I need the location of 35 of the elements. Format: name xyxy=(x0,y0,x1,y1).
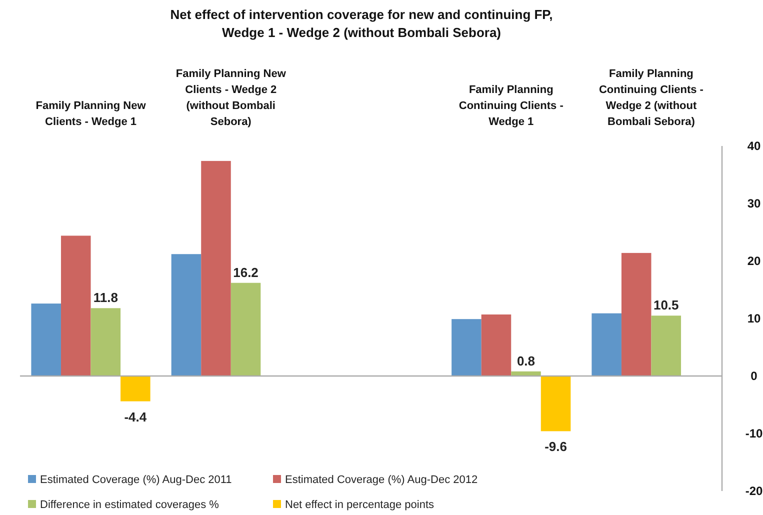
bar xyxy=(90,308,121,376)
legend-label: Net effect in percentage points xyxy=(285,499,435,511)
y-tick-label: 10 xyxy=(747,312,761,326)
bar xyxy=(230,282,261,376)
y-tick-label: -20 xyxy=(745,484,763,498)
bar xyxy=(592,313,622,376)
y-tick-label: 20 xyxy=(747,254,761,268)
bar xyxy=(540,376,571,432)
bar xyxy=(452,319,482,376)
chart-title: Net effect of intervention coverage for new and continuing FP, Wedge 1 - Wedge 2 (without Bombali Sebora) xyxy=(170,7,553,40)
y-tick-label: 30 xyxy=(747,196,761,210)
bar xyxy=(171,254,202,376)
x-tick-label: Family Planning Continuing Clients - Wedge 1 xyxy=(458,84,564,128)
data-label: 11.8 xyxy=(93,290,118,306)
data-label: -9.6 xyxy=(544,439,567,454)
y-tick-label: 0 xyxy=(750,369,758,383)
bar xyxy=(120,376,150,402)
bar xyxy=(621,252,652,376)
legend-label: Difference in estimated coverages % xyxy=(40,499,220,511)
bar xyxy=(201,160,231,376)
bar xyxy=(60,236,91,376)
x-tick-label: Family Planning New Clients - Wedge 2 (without Bombali Sebora) xyxy=(176,68,286,128)
x-tick-label: Family Planning New Clients - Wedge 1 xyxy=(36,100,146,128)
bar xyxy=(651,316,682,376)
y-tick-label: -10 xyxy=(745,426,763,440)
bar xyxy=(31,304,61,376)
bar xyxy=(481,314,512,376)
data-label: 10.5 xyxy=(653,298,679,313)
data-label: 0.8 xyxy=(516,353,536,368)
y-tick-label: 40 xyxy=(747,139,761,153)
data-label: -4.4 xyxy=(124,409,148,424)
legend-label: Estimated Coverage (%) Aug-Dec 2012 xyxy=(285,474,478,486)
legend-label: Estimated Coverage (%) Aug-Dec 2011 xyxy=(40,474,232,486)
data-label: 16.2 xyxy=(233,264,258,280)
x-tick-label: Family Planning Continuing Clients - Wedge 2 (without Bombali Sebora) xyxy=(598,68,704,128)
